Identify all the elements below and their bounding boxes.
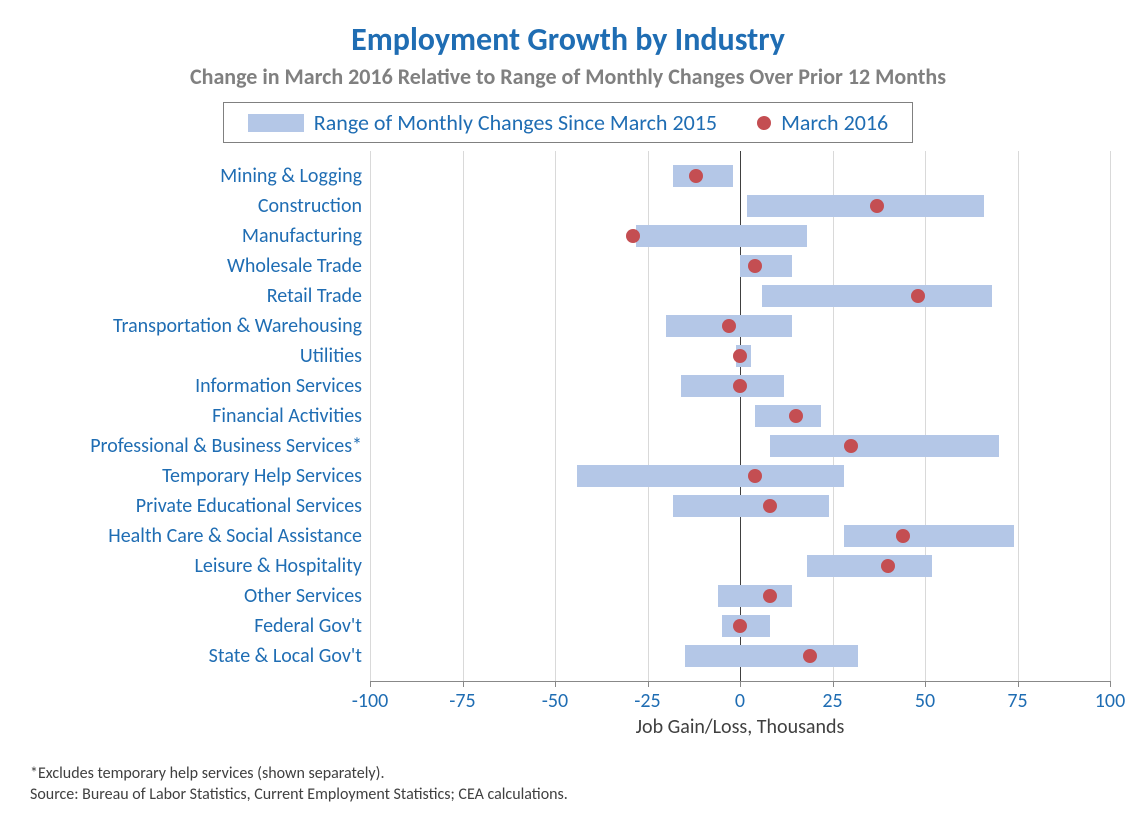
industry-label: Financial Activities [212,404,370,428]
grid-line [1018,151,1019,681]
point-marker [896,529,910,543]
chart-title: Employment Growth by Industry [30,20,1106,59]
range-bar [636,225,806,247]
point-marker [844,439,858,453]
footnote-line: *Excludes temporary help services (shown… [30,763,568,785]
grid-line [370,151,371,681]
x-tick-label: -100 [352,681,389,713]
point-marker [689,169,703,183]
range-bar [673,165,732,187]
grid-line [925,151,926,681]
industry-label: State & Local Gov't [209,644,370,668]
industry-label: Construction [258,194,370,218]
legend: Range of Monthly Changes Since March 201… [223,102,913,143]
range-bar [844,525,1014,547]
range-bar [718,585,792,607]
industry-label: Retail Trade [267,284,370,308]
legend-item-point: March 2016 [757,109,888,136]
point-marker [881,559,895,573]
point-marker [763,499,777,513]
range-bar [762,285,991,307]
point-marker [733,379,747,393]
legend-label-range: Range of Monthly Changes Since March 201… [314,109,717,136]
industry-label: Utilities [300,344,370,368]
industry-label: Professional & Business Services* [90,434,370,458]
point-marker [763,589,777,603]
industry-label: Federal Gov't [254,614,370,638]
x-tick-label: -75 [449,681,475,713]
chart-subtitle: Change in March 2016 Relative to Range o… [30,63,1106,90]
point-marker [748,469,762,483]
x-tick-label: 0 [735,681,745,713]
industry-label: Private Educational Services [136,494,370,518]
x-tick-label: 25 [822,681,842,713]
x-tick-label: 50 [915,681,935,713]
point-marker [748,259,762,273]
grid-line [833,151,834,681]
footnote-line: Source: Bureau of Labor Statistics, Curr… [30,784,568,806]
grid-line [1110,151,1111,681]
industry-label: Transportation & Warehousing [113,314,370,338]
plot-area: Job Gain/Loss, Thousands -100-75-50-2502… [370,151,1110,682]
legend-swatch-range [248,114,304,132]
range-bar [807,555,933,577]
industry-label: Manufacturing [242,224,370,248]
legend-dot-point [757,116,771,130]
x-tick-label: 100 [1095,681,1125,713]
industry-label: Information Services [195,374,370,398]
legend-label-point: March 2016 [781,109,888,136]
range-bar [577,465,843,487]
range-bar [685,645,859,667]
x-tick-label: -50 [542,681,568,713]
point-marker [911,289,925,303]
point-marker [870,199,884,213]
industry-label: Leisure & Hospitality [194,554,370,578]
range-bar [673,495,828,517]
legend-item-range: Range of Monthly Changes Since March 201… [248,109,717,136]
plot: Job Gain/Loss, Thousands -100-75-50-2502… [30,151,1106,711]
point-marker [733,349,747,363]
industry-label: Health Care & Social Assistance [108,524,370,548]
range-bar [747,195,984,217]
chart-container: Employment Growth by Industry Change in … [0,0,1136,824]
range-bar [770,435,999,457]
point-marker [722,319,736,333]
point-marker [733,619,747,633]
industry-label: Other Services [244,584,370,608]
grid-line [463,151,464,681]
footnotes: *Excludes temporary help services (shown… [30,763,568,806]
point-marker [789,409,803,423]
industry-label: Wholesale Trade [227,254,370,278]
point-marker [803,649,817,663]
grid-line [555,151,556,681]
x-tick-label: -25 [634,681,660,713]
point-marker [626,229,640,243]
x-tick-label: 75 [1007,681,1027,713]
industry-label: Mining & Logging [220,164,370,188]
industry-label: Temporary Help Services [162,464,370,488]
